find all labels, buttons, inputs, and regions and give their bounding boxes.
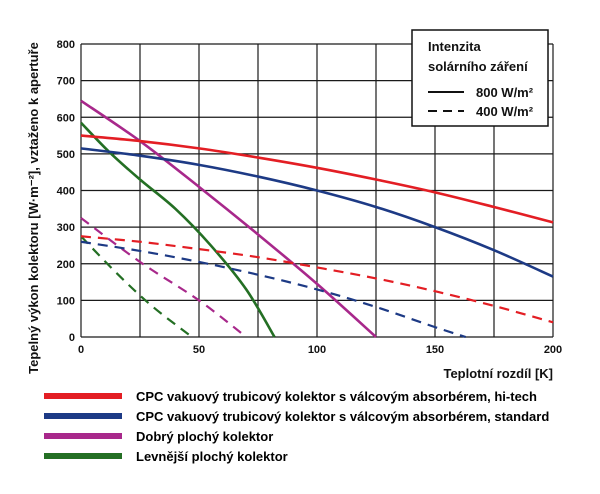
x-tick-label: 100 bbox=[308, 344, 326, 356]
y-tick-label: 700 bbox=[57, 76, 75, 88]
y-tick-label: 800 bbox=[57, 39, 75, 51]
legend-title-line1: Intenzita bbox=[428, 39, 481, 54]
legend-label: Dobrý plochý kolektor bbox=[136, 428, 274, 444]
series-line-solid bbox=[80, 147, 554, 278]
legend-item: CPC vakuový trubicový kolektor s válcový… bbox=[44, 387, 584, 405]
series-line-dashed bbox=[80, 235, 193, 338]
legend-swatch-green bbox=[44, 453, 122, 459]
intensity-legend: Intenzita solárního záření 800 W/m² 400 … bbox=[411, 29, 549, 127]
legend-item: Levnější plochý kolektor bbox=[44, 447, 584, 465]
legend-item: CPC vakuový trubicový kolektor s válcový… bbox=[44, 407, 584, 425]
y-tick-label: 500 bbox=[57, 149, 75, 161]
series-lines bbox=[80, 99, 554, 339]
legend-label: CPC vakuový trubicový kolektor s válcový… bbox=[136, 408, 550, 424]
legend-swatch-red bbox=[44, 393, 122, 399]
x-tick-label: 200 bbox=[544, 344, 562, 356]
series-line-dashed bbox=[80, 217, 247, 338]
series-line-solid bbox=[80, 99, 377, 338]
x-tick-label: 0 bbox=[78, 344, 84, 356]
y-tick-label: 300 bbox=[57, 222, 75, 234]
x-axis-title: Teplotní rozdíl [K] bbox=[443, 366, 553, 381]
legend-dashed-label: 400 W/m² bbox=[476, 104, 534, 119]
x-tick-labels: 0 50 100 150 200 bbox=[78, 344, 562, 356]
legend-swatch-blue bbox=[44, 413, 122, 419]
y-tick-label: 200 bbox=[57, 259, 75, 271]
series-line-dashed bbox=[80, 235, 554, 324]
series-line-dashed bbox=[80, 240, 467, 339]
series-legend: CPC vakuový trubicový kolektor s válcový… bbox=[44, 387, 584, 467]
legend-item: Dobrý plochý kolektor bbox=[44, 427, 584, 445]
legend-title-line2: solárního záření bbox=[428, 59, 528, 74]
y-tick-label: 0 bbox=[69, 332, 75, 344]
x-tick-label: 150 bbox=[426, 344, 444, 356]
legend-solid-label: 800 W/m² bbox=[476, 85, 534, 100]
y-axis-title: Tepelný výkon kolektoru [W·m⁻²], vztažen… bbox=[26, 42, 41, 374]
y-tick-label: 100 bbox=[57, 295, 75, 307]
y-tick-label: 400 bbox=[57, 186, 75, 198]
series-line-solid bbox=[80, 134, 554, 224]
x-tick-label: 50 bbox=[193, 344, 205, 356]
legend-swatch-magenta bbox=[44, 433, 122, 439]
y-tick-label: 600 bbox=[57, 112, 75, 124]
legend-label: Levnější plochý kolektor bbox=[136, 448, 288, 464]
y-tick-labels: 0 100 200 300 400 500 600 700 800 bbox=[57, 39, 75, 344]
legend-label: CPC vakuový trubicový kolektor s válcový… bbox=[136, 388, 537, 404]
